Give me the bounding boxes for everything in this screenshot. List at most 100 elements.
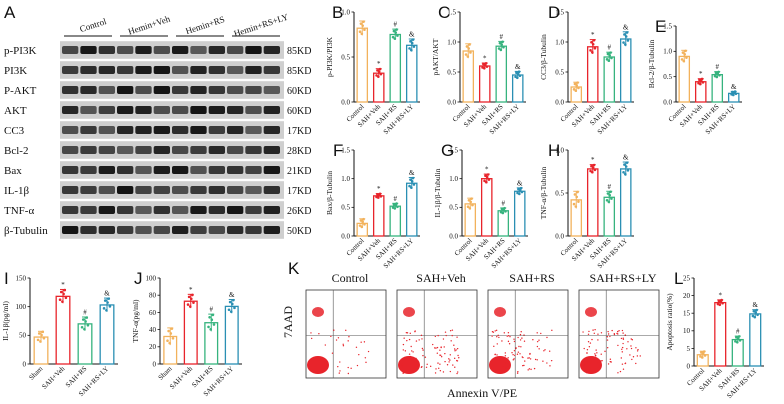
blot-kd-label: 60KD xyxy=(287,86,311,97)
blot-band xyxy=(80,206,97,214)
data-point xyxy=(699,82,702,86)
cell-dot xyxy=(597,333,599,335)
cell-dot xyxy=(451,329,454,331)
cell-dot xyxy=(325,369,327,371)
data-point xyxy=(411,38,415,41)
cell-dot xyxy=(622,368,625,370)
cell-dot xyxy=(491,335,493,337)
blot-band xyxy=(245,126,262,134)
cell-dot xyxy=(443,346,445,348)
y-tick-label: 1.0 xyxy=(341,175,350,183)
blot-band xyxy=(153,46,170,54)
cell-dot xyxy=(422,354,424,357)
cell-dot xyxy=(418,339,420,341)
significance-mark: * xyxy=(377,185,381,193)
data-point xyxy=(408,47,411,50)
data-point xyxy=(379,72,383,76)
blot-band xyxy=(172,46,189,54)
blot-band xyxy=(245,146,262,154)
cell-dot xyxy=(517,371,519,373)
blot-band xyxy=(208,46,225,54)
data-point xyxy=(464,53,468,56)
blot-band xyxy=(227,226,244,234)
data-point xyxy=(622,170,625,174)
blot-band xyxy=(227,206,244,214)
y-tick-label: 10 xyxy=(683,327,691,335)
blot-kd-label: 85KD xyxy=(287,46,311,57)
data-point xyxy=(59,290,63,294)
blot-row: p-PI3K 85KD xyxy=(4,41,311,59)
blot-band xyxy=(98,166,115,174)
blot-band xyxy=(98,106,115,114)
cell-dot xyxy=(609,335,611,338)
data-point xyxy=(610,197,613,200)
cell-dot xyxy=(513,338,515,340)
y-tick-label: 0 xyxy=(23,360,27,368)
y-tick-label: 5 xyxy=(687,345,691,353)
blot-band xyxy=(190,166,207,174)
cell-dot xyxy=(436,346,439,349)
blot-band xyxy=(172,206,189,214)
blot-band xyxy=(80,86,97,94)
data-point xyxy=(228,300,232,304)
blot-band xyxy=(172,126,189,134)
blot-band xyxy=(208,226,225,234)
data-point xyxy=(469,200,472,204)
y-tick-label: 0.5 xyxy=(341,53,350,61)
data-point xyxy=(108,305,112,308)
cell-dot xyxy=(318,332,320,335)
blot-band xyxy=(135,86,152,94)
significance-mark: & xyxy=(731,83,737,91)
bar xyxy=(356,27,369,103)
cell-dot xyxy=(337,365,339,368)
bar xyxy=(511,74,524,103)
blot-kd-label: 85KD xyxy=(287,66,311,77)
blot-band xyxy=(153,66,170,74)
cell-dot xyxy=(504,352,507,354)
y-axis-label: CC3/β-Tubulin xyxy=(539,34,548,80)
blot-band xyxy=(135,106,152,114)
cell-dot xyxy=(347,340,349,342)
bar xyxy=(405,182,418,237)
bar xyxy=(711,73,724,103)
cell-dot xyxy=(595,349,597,351)
blot-band xyxy=(172,86,189,94)
cell-dot xyxy=(498,336,500,339)
bar xyxy=(714,301,727,367)
data-point xyxy=(606,192,610,195)
cell-dot xyxy=(435,347,437,349)
cell-dot xyxy=(453,348,456,350)
cell-dot xyxy=(542,360,544,362)
category-label: Sham xyxy=(157,364,174,381)
cell-dot xyxy=(345,329,347,332)
y-tick-label: 1.5 xyxy=(447,8,456,16)
cell-dot xyxy=(444,360,446,363)
cell-dot xyxy=(611,329,613,332)
data-point xyxy=(39,340,42,343)
cell-dot xyxy=(347,366,349,369)
blot-band xyxy=(190,126,207,134)
blot-band xyxy=(62,106,79,114)
cell-dot xyxy=(635,347,637,349)
cell-dot xyxy=(452,364,454,366)
cell-dot xyxy=(613,333,616,335)
blot-row: P-AKT 60KD xyxy=(4,81,311,99)
blot-band xyxy=(190,106,207,114)
data-point xyxy=(733,90,737,93)
y-tick-label: 0.0 xyxy=(663,98,672,106)
blot-band xyxy=(62,126,79,134)
blot-kd-label: 60KD xyxy=(287,106,311,117)
cell-dot xyxy=(402,343,405,346)
cell-population-dense xyxy=(489,356,511,374)
blot-protein-label: CC3 xyxy=(4,125,25,137)
cell-dot xyxy=(597,366,600,368)
data-point xyxy=(683,52,686,56)
y-tick-label: 1.5 xyxy=(341,146,350,154)
data-point xyxy=(396,34,399,37)
flow-panel: K 7AAD Annexin V/PE Control SAH+Veh SAH+RS… xyxy=(281,259,660,400)
data-point xyxy=(187,295,191,299)
data-point xyxy=(396,205,399,209)
significance-mark: * xyxy=(591,156,595,164)
data-point xyxy=(701,352,705,355)
blot-band xyxy=(98,146,115,154)
